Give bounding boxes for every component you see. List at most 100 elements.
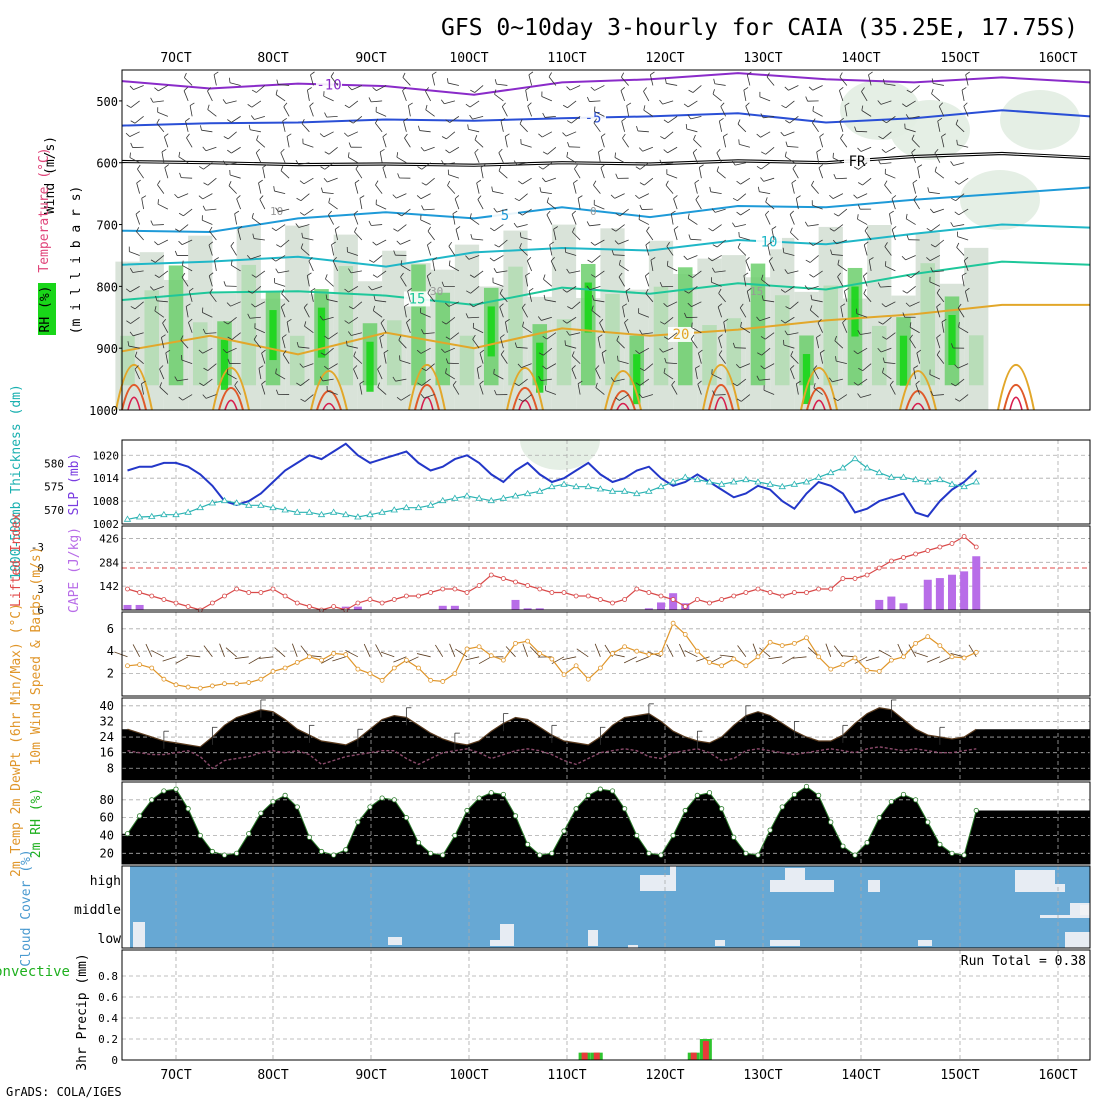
wind-barb-flag	[543, 274, 546, 280]
wind-barb-flag	[591, 274, 596, 278]
wind-barb-flag	[884, 180, 888, 186]
thickness-point	[317, 510, 326, 518]
wind-barb-flag	[126, 104, 132, 108]
wind-barb	[746, 291, 751, 302]
rh-tick-label: 80	[100, 793, 114, 807]
wind10m-barb	[225, 647, 237, 658]
rh2m-point	[961, 852, 967, 858]
lifted-index-point	[573, 593, 579, 599]
wind-barb	[404, 137, 411, 148]
wind-barb	[911, 139, 920, 148]
wind-barb	[444, 347, 456, 353]
wind-barb	[250, 129, 261, 133]
wind-barb	[917, 167, 921, 179]
wind-barb	[619, 208, 629, 217]
wind-barb	[307, 90, 310, 101]
wind-barb	[550, 260, 557, 272]
thickness-tick-label: 570	[44, 504, 64, 517]
wind-barb	[226, 373, 237, 380]
wind-barb	[403, 306, 407, 318]
wind-barb-flag	[432, 257, 438, 261]
wind-barb	[234, 385, 241, 395]
wind-barb-flag	[913, 195, 918, 200]
wind-barb	[766, 76, 775, 86]
temp2m-ylabel: 2m Temp 2m DewPt (6hr Min/Max) (°C)	[9, 603, 24, 877]
wind-barb	[765, 214, 771, 225]
wind-barb-flag	[251, 212, 254, 219]
wind-barb-flag	[891, 226, 897, 230]
rh2m-point	[791, 791, 797, 798]
wind-barb	[567, 100, 577, 109]
wind-barb-flag	[614, 240, 619, 245]
wind-tick-label: 4	[107, 644, 114, 658]
wind10m-speed-point	[597, 665, 603, 671]
wind-barb	[521, 143, 532, 148]
wind-barb-flag	[281, 289, 285, 294]
rh-shade-max	[633, 354, 641, 405]
wind-barb-flag	[839, 117, 844, 122]
wind-barb	[375, 122, 383, 133]
wind-barb	[787, 332, 799, 336]
wind-barb	[496, 270, 508, 273]
wind-barb-flag	[528, 71, 534, 76]
rh-shade-max	[366, 341, 374, 392]
rh2m-point	[925, 819, 931, 825]
precip-tick-label: 0.4	[98, 1012, 118, 1025]
wind-barb	[860, 332, 872, 335]
rh2m-point	[476, 795, 482, 801]
wind-barb	[955, 124, 965, 133]
wind-barb-flag	[226, 368, 229, 374]
wind-barb	[884, 83, 896, 86]
wind-barb	[278, 84, 290, 86]
wind-barb	[664, 316, 674, 325]
wind-barb	[885, 301, 896, 308]
wind-barb-flag	[857, 147, 862, 152]
wind-barb	[639, 347, 650, 354]
wind-barb	[765, 146, 775, 155]
wind-barb-flag	[909, 322, 912, 328]
wind-barb	[763, 115, 775, 119]
rh-tick-label: 20	[100, 846, 114, 860]
wind-barb-flag	[149, 286, 154, 291]
wind-barb-flag	[299, 180, 305, 185]
wind-barb	[518, 193, 528, 202]
wind-barb-flag	[159, 382, 163, 388]
wind10m-barb	[854, 656, 868, 664]
wind-barb	[566, 316, 577, 324]
chart-layers: 7OCT 8OCT 9OCT 10OCT 11OCT 12OCT 13OCT 14OCT 15O…	[0, 51, 1091, 1083]
rh2m-point	[828, 819, 834, 825]
wind-barb-flag	[929, 208, 934, 213]
wind-barb-flag	[833, 174, 837, 179]
wind-barb-flag	[810, 294, 813, 300]
wind-barb	[382, 136, 387, 148]
wind-barb	[889, 213, 892, 225]
wind-barb-flag	[375, 118, 379, 124]
wind10m-speed-point	[222, 681, 227, 687]
wind10m-barb	[132, 644, 140, 657]
wind-barb	[201, 129, 213, 133]
wind10m-barb	[345, 649, 359, 658]
rh2m-point	[234, 850, 240, 856]
wind-barb	[711, 281, 722, 287]
wind-barb	[205, 332, 217, 334]
wind-barb	[840, 138, 848, 148]
wind-barb-flag	[785, 120, 790, 124]
wind-barb-flag	[743, 87, 749, 91]
wind-barb-flag	[790, 365, 795, 370]
wind-barb	[304, 325, 314, 334]
wind-barb	[961, 275, 965, 287]
wind-barb	[476, 182, 480, 194]
rh-tick-label: 60	[100, 811, 114, 825]
wind-barb-flag	[237, 226, 243, 230]
wind-barb	[789, 214, 795, 225]
wind-barb	[449, 146, 460, 154]
wind-tick-label: 6	[107, 622, 114, 636]
rh-contour-label: 0	[590, 205, 597, 218]
wind10m-speed-point	[137, 662, 143, 668]
wind-barb-flag	[226, 302, 231, 307]
wind-barb	[255, 270, 266, 278]
wind-barb-flag	[134, 365, 139, 370]
wind-barb	[620, 90, 626, 102]
wind-barb-flag	[636, 126, 639, 132]
cape-bar	[875, 599, 884, 610]
